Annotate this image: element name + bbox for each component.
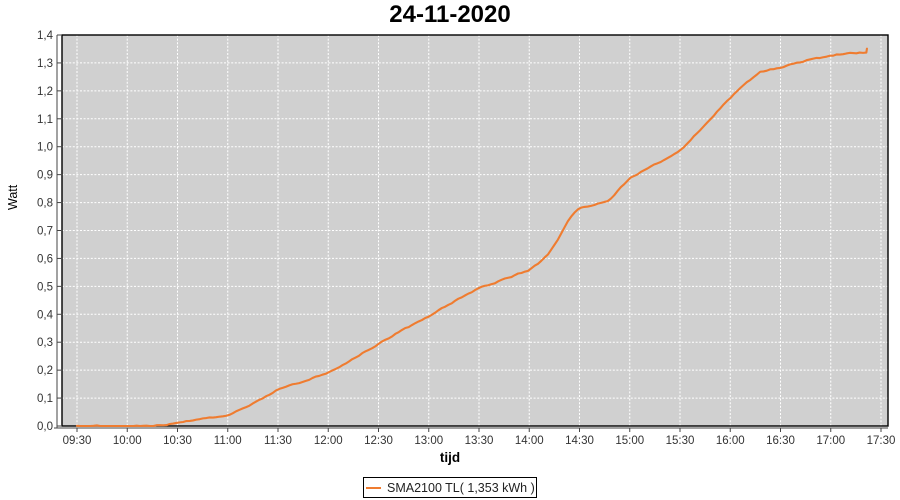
svg-text:1,0: 1,0 (37, 142, 53, 154)
svg-text:0,4: 0,4 (37, 309, 54, 321)
svg-text:0,0: 0,0 (37, 421, 53, 433)
svg-text:12:00: 12:00 (314, 435, 343, 447)
svg-text:11:00: 11:00 (214, 435, 242, 447)
svg-text:17:30: 17:30 (867, 435, 896, 447)
svg-text:14:00: 14:00 (515, 435, 544, 447)
svg-text:13:00: 13:00 (414, 435, 443, 447)
svg-text:0,1: 0,1 (37, 393, 53, 405)
svg-text:10:00: 10:00 (113, 435, 142, 447)
svg-text:0,7: 0,7 (37, 226, 53, 238)
svg-text:0,6: 0,6 (37, 253, 53, 265)
svg-text:0,5: 0,5 (37, 281, 53, 293)
svg-text:1,3: 1,3 (37, 58, 53, 70)
svg-text:15:00: 15:00 (615, 435, 644, 447)
svg-text:09:30: 09:30 (63, 435, 92, 447)
svg-text:14:30: 14:30 (565, 435, 594, 447)
svg-text:16:00: 16:00 (716, 435, 745, 447)
svg-text:13:30: 13:30 (465, 435, 494, 447)
svg-text:0,3: 0,3 (37, 337, 53, 349)
svg-text:0,2: 0,2 (37, 365, 53, 377)
svg-text:1,2: 1,2 (37, 86, 53, 98)
svg-text:1,1: 1,1 (37, 114, 53, 126)
svg-text:11:30: 11:30 (264, 435, 292, 447)
svg-text:15:30: 15:30 (666, 435, 695, 447)
svg-text:1,4: 1,4 (37, 30, 54, 42)
svg-text:12:30: 12:30 (364, 435, 393, 447)
svg-text:0,9: 0,9 (37, 170, 53, 182)
svg-text:10:30: 10:30 (163, 435, 192, 447)
svg-text:16:30: 16:30 (766, 435, 795, 447)
svg-text:17:00: 17:00 (816, 435, 845, 447)
svg-text:0,8: 0,8 (37, 198, 53, 210)
